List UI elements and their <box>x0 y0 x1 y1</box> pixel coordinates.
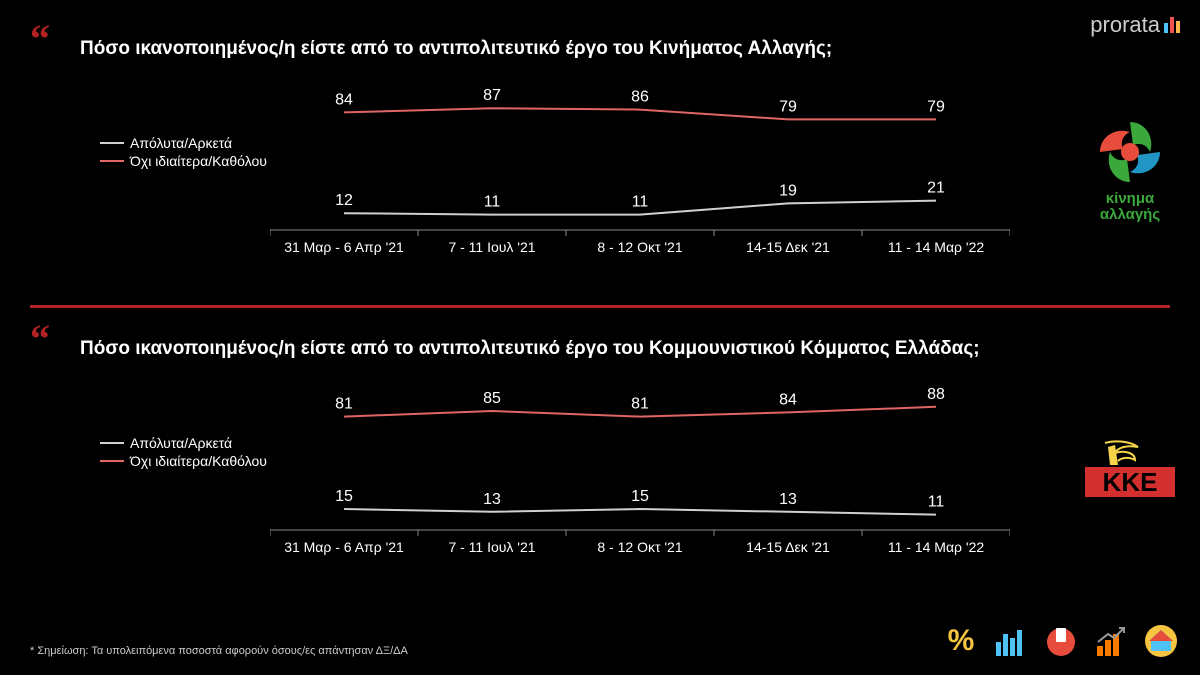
quote-icon: “ <box>30 315 50 362</box>
chart-2: Απόλυτα/Αρκετά Όχι ιδιαίτερα/Καθόλου 31 … <box>100 380 1180 580</box>
svg-text:11: 11 <box>484 194 501 211</box>
bars-icon <box>992 622 1030 660</box>
svg-text:11: 11 <box>632 194 649 211</box>
ballot-icon <box>1042 622 1080 660</box>
party-label-1b: αλλαγής <box>1100 207 1160 224</box>
svg-text:14-15 Δεκ '21: 14-15 Δεκ '21 <box>746 239 830 255</box>
svg-text:79: 79 <box>779 98 797 115</box>
quote-icon: “ <box>30 15 50 62</box>
party-logo-kke: KKE <box>1070 410 1190 530</box>
svg-text:11: 11 <box>928 494 945 511</box>
footer-note: * Σημείωση: Τα υπολειπόμενα ποσοστά αφορ… <box>30 645 408 657</box>
legend-item-neg: Όχι ιδιαίτερα/Καθόλου <box>100 453 267 469</box>
footer-icons: % <box>942 622 1180 660</box>
party-logo-kinal: κίνημα αλλαγής <box>1070 110 1190 230</box>
svg-text:85: 85 <box>483 390 501 407</box>
party-label-1a: κίνημα <box>1100 191 1160 208</box>
svg-text:15: 15 <box>631 488 649 505</box>
svg-text:14-15 Δεκ '21: 14-15 Δεκ '21 <box>746 539 830 555</box>
line-chart-1: 31 Μαρ - 6 Απρ '21 7 - 11 Ιουλ '21 8 - 12 … <box>270 80 1010 270</box>
legend-label-pos: Απόλυτα/Αρκετά <box>130 135 232 151</box>
svg-text:81: 81 <box>335 396 353 413</box>
growth-icon <box>1092 622 1130 660</box>
svg-text:21: 21 <box>927 180 945 197</box>
svg-text:88: 88 <box>927 386 945 403</box>
panel-kke: “ Πόσο ικανοποιημένος/η είστε από το αντ… <box>30 320 1180 580</box>
svg-text:79: 79 <box>927 98 945 115</box>
svg-text:11 - 14 Μαρ '22: 11 - 14 Μαρ '22 <box>888 239 985 255</box>
svg-text:13: 13 <box>483 491 501 508</box>
kinal-swirl-icon <box>1095 117 1165 187</box>
panel-kinima-allagis: “ Πόσο ικανοποιημένος/η είστε από το αντ… <box>30 20 1180 280</box>
svg-text:31 Μαρ - 6 Απρ '21: 31 Μαρ - 6 Απρ '21 <box>284 539 404 555</box>
legend-line-pos <box>100 442 124 444</box>
legend-item-pos: Απόλυτα/Αρκετά <box>100 435 267 451</box>
chart-1: Απόλυτα/Αρκετά Όχι ιδιαίτερα/Καθόλου 31 … <box>100 80 1180 280</box>
legend-label-pos: Απόλυτα/Αρκετά <box>130 435 232 451</box>
question-text-1: Πόσο ικανοποιημένος/η είστε από το αντιπ… <box>80 38 1180 60</box>
svg-text:11 - 14 Μαρ '22: 11 - 14 Μαρ '22 <box>888 539 985 555</box>
kke-logo-icon: KKE <box>1080 435 1180 505</box>
legend-line-neg <box>100 460 124 462</box>
legend-line-neg <box>100 160 124 162</box>
svg-text:KKE: KKE <box>1103 467 1158 497</box>
legend-1: Απόλυτα/Αρκετά Όχι ιδιαίτερα/Καθόλου <box>100 135 267 171</box>
svg-text:19: 19 <box>779 182 797 199</box>
svg-text:84: 84 <box>335 91 353 108</box>
legend-line-pos <box>100 142 124 144</box>
legend-2: Απόλυτα/Αρκετά Όχι ιδιαίτερα/Καθόλου <box>100 435 267 471</box>
svg-text:15: 15 <box>335 488 353 505</box>
svg-text:31 Μαρ - 6 Απρ '21: 31 Μαρ - 6 Απρ '21 <box>284 239 404 255</box>
svg-text:81: 81 <box>631 396 649 413</box>
home-icon <box>1142 622 1180 660</box>
percent-icon: % <box>942 622 980 660</box>
legend-item-pos: Απόλυτα/Αρκετά <box>100 135 267 151</box>
svg-text:12: 12 <box>335 192 353 209</box>
svg-text:87: 87 <box>483 87 501 104</box>
svg-text:13: 13 <box>779 491 797 508</box>
svg-text:8 - 12 Οκτ '21: 8 - 12 Οκτ '21 <box>597 239 682 255</box>
legend-label-neg: Όχι ιδιαίτερα/Καθόλου <box>130 453 267 469</box>
legend-label-neg: Όχι ιδιαίτερα/Καθόλου <box>130 153 267 169</box>
svg-text:7 - 11 Ιουλ '21: 7 - 11 Ιουλ '21 <box>448 239 535 255</box>
svg-text:7 - 11 Ιουλ '21: 7 - 11 Ιουλ '21 <box>448 539 535 555</box>
separator <box>30 305 1170 308</box>
svg-text:86: 86 <box>631 89 649 106</box>
svg-text:84: 84 <box>779 391 797 408</box>
question-text-2: Πόσο ικανοποιημένος/η είστε από το αντιπ… <box>80 338 1180 360</box>
svg-text:8 - 12 Οκτ '21: 8 - 12 Οκτ '21 <box>597 539 682 555</box>
legend-item-neg: Όχι ιδιαίτερα/Καθόλου <box>100 153 267 169</box>
line-chart-2: 31 Μαρ - 6 Απρ '21 7 - 11 Ιουλ '21 8 - 12 … <box>270 380 1010 570</box>
